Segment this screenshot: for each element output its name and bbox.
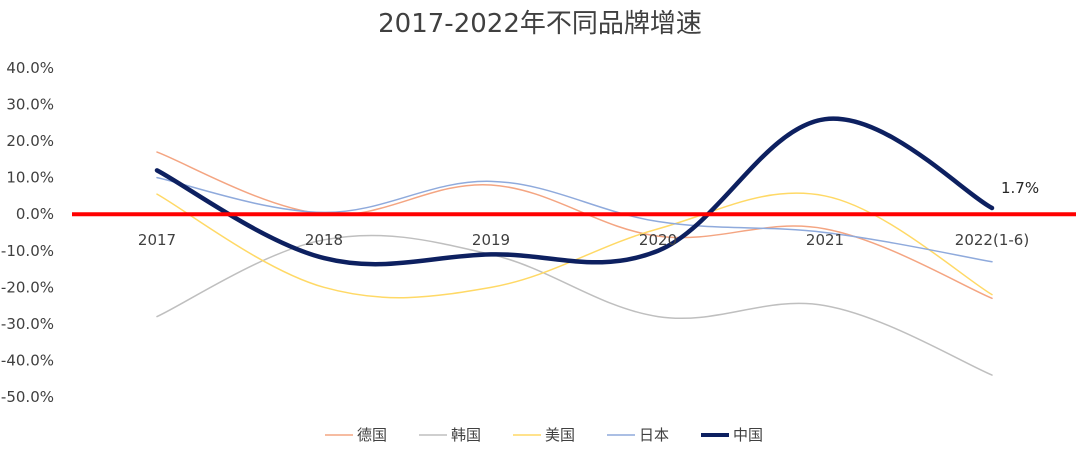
series-line bbox=[156, 234, 993, 376]
series-line bbox=[154, 116, 995, 267]
y-tick-label: 30.0% bbox=[6, 96, 54, 114]
y-tick-label: -10.0% bbox=[1, 242, 54, 260]
data-labels: 1.7% bbox=[1001, 179, 1039, 197]
legend-label: 中国 bbox=[733, 426, 763, 444]
series-2 bbox=[156, 192, 993, 299]
series-layer bbox=[154, 116, 995, 376]
x-tick-label: 2017 bbox=[138, 231, 176, 249]
series-1 bbox=[156, 234, 993, 376]
series-3 bbox=[156, 176, 993, 263]
y-axis: 40.0% 30.0% 20.0% 10.0% 0.0% -10.0% -20.0% -30.… bbox=[1, 59, 54, 406]
legend: 德国 韩国 美国 日本 中国 bbox=[325, 426, 763, 444]
y-tick-label: 20.0% bbox=[6, 132, 54, 150]
legend-label: 德国 bbox=[357, 426, 387, 444]
y-tick-label: -30.0% bbox=[1, 315, 54, 333]
x-tick-label: 2021 bbox=[806, 231, 844, 249]
legend-item: 韩国 bbox=[419, 426, 481, 444]
legend-label: 韩国 bbox=[451, 426, 481, 444]
series-4 bbox=[154, 116, 995, 267]
x-tick-label: 2018 bbox=[305, 231, 343, 249]
series-line bbox=[156, 192, 993, 299]
legend-label: 日本 bbox=[639, 426, 669, 444]
legend-item: 美国 bbox=[513, 426, 575, 444]
legend-item: 日本 bbox=[607, 426, 669, 444]
data-label: 1.7% bbox=[1001, 179, 1039, 197]
y-tick-label: 40.0% bbox=[6, 59, 54, 77]
series-line bbox=[156, 151, 993, 300]
legend-label: 美国 bbox=[545, 426, 575, 444]
chart-title: 2017-2022年不同品牌增速 bbox=[378, 9, 702, 39]
legend-item: 中国 bbox=[701, 426, 763, 444]
y-tick-label: -20.0% bbox=[1, 278, 54, 296]
x-tick-label: 2022(1-6) bbox=[955, 231, 1029, 249]
y-tick-label: 0.0% bbox=[16, 205, 54, 223]
x-axis: 2017 2018 2019 2020 2021 2022(1-6) bbox=[138, 231, 1029, 249]
y-tick-label: -50.0% bbox=[1, 388, 54, 406]
x-tick-label: 2020 bbox=[639, 231, 677, 249]
y-tick-label: 10.0% bbox=[6, 169, 54, 187]
series-0 bbox=[156, 151, 993, 300]
y-tick-label: -40.0% bbox=[1, 351, 54, 369]
x-tick-label: 2019 bbox=[472, 231, 510, 249]
series-line bbox=[156, 176, 993, 263]
legend-item: 德国 bbox=[325, 426, 387, 444]
